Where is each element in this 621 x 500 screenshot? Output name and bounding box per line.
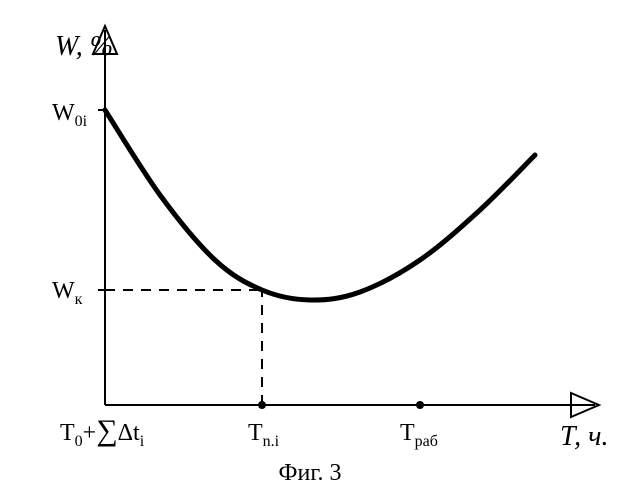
figure-3: W, % Т, ч. W0i Wк T0+∑Δti Tn.i Tраб Фиг.…: [0, 0, 621, 500]
x-tick-dot-trab: [416, 401, 424, 409]
y-axis-label: W, %: [55, 31, 113, 62]
x-axis-label: Т, ч.: [560, 421, 609, 452]
x-tick-dot-tni: [258, 401, 266, 409]
y-tick-label-w0i: W0i: [52, 100, 88, 130]
y-tick-label-wk: Wк: [52, 278, 83, 308]
x-tick-label-trab: Tраб: [400, 420, 438, 450]
x-tick-label-tni: Tn.i: [248, 420, 280, 450]
curve-w-vs-t: [105, 110, 535, 300]
figure-caption: Фиг. 3: [279, 460, 342, 486]
x-tick-label-t0: T0+∑Δti: [60, 414, 145, 450]
